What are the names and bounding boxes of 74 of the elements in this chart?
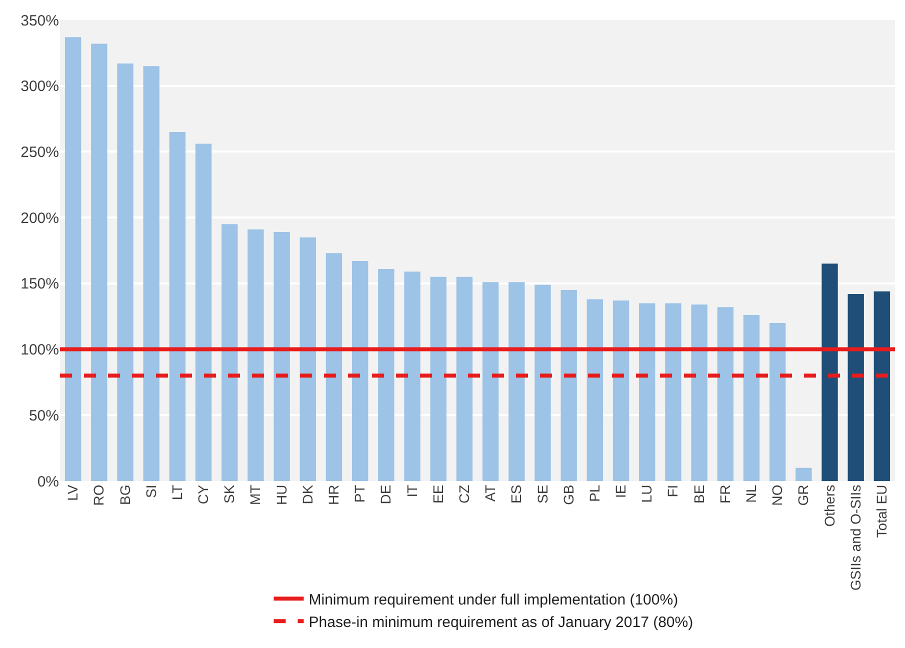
bar [534, 284, 551, 481]
x-tick-label: ES [508, 484, 524, 504]
x-tick-label: LT [168, 484, 185, 500]
x-tick-label: CY [195, 484, 212, 504]
x-tick-label: CZ [456, 484, 472, 504]
bar [586, 299, 604, 481]
x-tick-label: PL [586, 484, 602, 502]
y-tick-label: 200% [20, 210, 59, 227]
y-tick-label: 0% [37, 473, 59, 490]
x-tick-label: HR [326, 484, 342, 506]
bar [848, 294, 864, 481]
x-tick-label: FR [716, 484, 733, 504]
bar [639, 303, 656, 481]
y-tick-label: 150% [20, 276, 59, 293]
x-tick-label: EE [430, 484, 446, 504]
x-tick-label: GSIIs and O-SIIs [847, 484, 864, 591]
bar [665, 303, 682, 481]
x-tick-label: BE [690, 484, 707, 504]
x-tick-label: DK [299, 484, 316, 504]
bar [91, 44, 108, 481]
bar [717, 307, 734, 481]
x-tick-label: BG [116, 484, 133, 506]
bar [169, 132, 186, 481]
bar [874, 291, 890, 481]
bar [456, 276, 473, 481]
bar [769, 322, 786, 481]
bar [743, 315, 760, 481]
x-tick-label: AT [482, 484, 498, 502]
bar [117, 63, 134, 481]
x-tick-label: SK [221, 484, 238, 504]
bar [248, 229, 264, 481]
bar [352, 261, 368, 481]
y-tick-label: 250% [20, 144, 59, 161]
x-tick-label: SE [534, 484, 550, 504]
bar [143, 66, 160, 481]
y-tick-label: 100% [20, 342, 59, 359]
bar [404, 272, 420, 481]
bar [691, 304, 708, 481]
bar [482, 282, 499, 481]
bar [195, 144, 212, 481]
bar [822, 264, 838, 481]
x-tick-label: RO [90, 484, 107, 506]
x-tick-label: GR [795, 484, 812, 506]
bar [378, 268, 394, 481]
x-tick-label: PT [352, 484, 368, 503]
x-tick-label: MT [247, 484, 264, 506]
bar [560, 290, 577, 481]
x-tick-label: Others [821, 484, 838, 527]
legend-label: Phase-in minimum requirement as of January 2017 (80%) [308, 614, 694, 632]
x-tick-label: IE [612, 484, 629, 498]
y-tick-label: 300% [20, 78, 59, 96]
x-tick-label: DE [378, 484, 394, 504]
bar [612, 300, 630, 481]
x-tick-label: LU [638, 484, 655, 503]
bar [300, 237, 316, 481]
bar [508, 282, 525, 481]
x-tick-label: HU [273, 484, 290, 506]
bar [326, 253, 342, 481]
bar [274, 232, 290, 481]
bar [430, 276, 446, 481]
bar [222, 224, 238, 481]
x-tick-label: NO [769, 484, 786, 506]
x-tick-label: NL [743, 484, 760, 503]
x-tick-label: LV [64, 484, 81, 501]
bar [796, 468, 812, 481]
legend-label: Minimum requirement under full implementation (100%) [308, 592, 678, 609]
x-tick-label: GB [560, 484, 576, 506]
x-tick-label: SI [142, 484, 159, 498]
bar [64, 37, 82, 481]
x-tick-label: IT [404, 484, 420, 498]
x-tick-label: Total EU [874, 484, 890, 538]
y-tick-label: 50% [28, 407, 59, 424]
y-tick-label: 350% [20, 12, 59, 30]
x-tick-label: FI [664, 484, 681, 498]
